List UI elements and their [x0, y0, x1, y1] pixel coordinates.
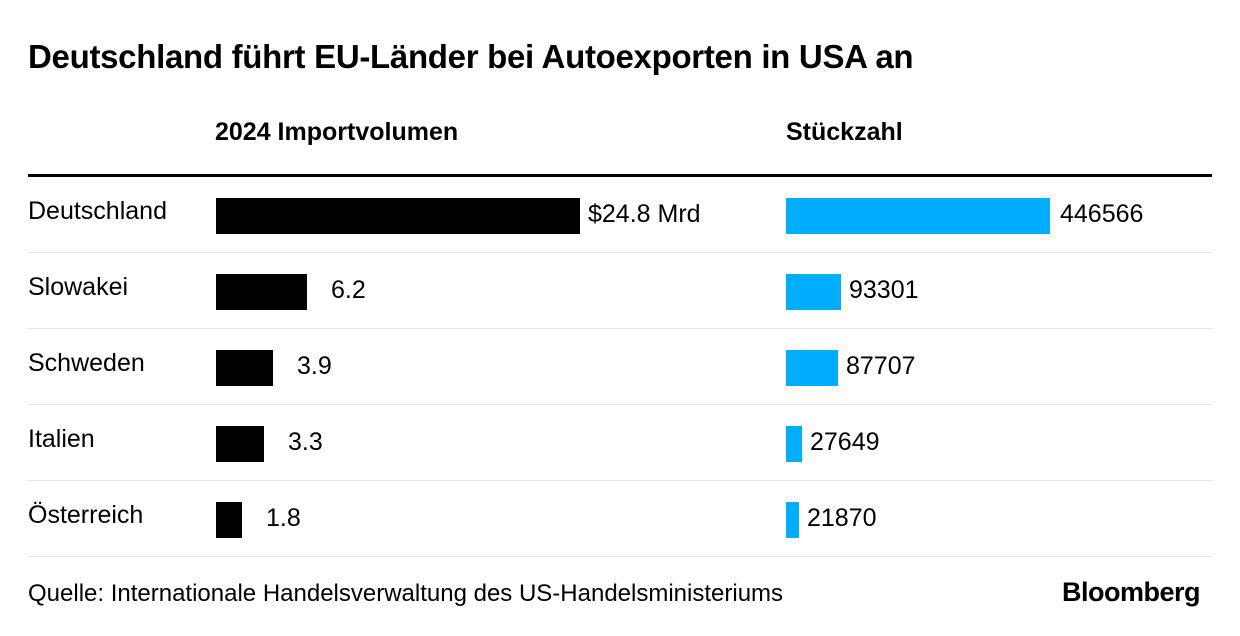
column-header-units: Stückzahl — [786, 118, 903, 146]
header-rule — [28, 174, 1212, 177]
units-bar — [786, 198, 1050, 234]
row-separator — [28, 556, 1212, 557]
country-label: Österreich — [28, 501, 144, 529]
row-separator — [28, 328, 1212, 329]
units-value: 27649 — [810, 428, 880, 456]
bloomberg-logo: Bloomberg — [1061, 577, 1201, 607]
units-value: 87707 — [846, 352, 916, 380]
country-label: Italien — [28, 425, 95, 453]
country-label: Deutschland — [28, 197, 167, 225]
units-bar — [786, 274, 841, 310]
import-volume-value: 3.3 — [288, 428, 323, 456]
source-note: Quelle: Internationale Handelsverwaltung… — [28, 580, 784, 607]
import-volume-bar — [216, 274, 307, 310]
import-volume-bar — [216, 198, 580, 234]
row-separator — [28, 252, 1212, 253]
import-volume-bar — [216, 350, 273, 386]
import-volume-value: 1.8 — [266, 504, 301, 532]
units-bar — [786, 426, 802, 462]
country-label: Slowakei — [28, 273, 129, 301]
units-value: 93301 — [849, 276, 919, 304]
units-value: 446566 — [1060, 200, 1144, 228]
units-value: 21870 — [807, 504, 877, 532]
import-volume-bar — [216, 502, 242, 538]
units-bar — [786, 502, 799, 538]
column-header-import-volume: 2024 Importvolumen — [215, 118, 459, 146]
row-separator — [28, 480, 1212, 481]
units-bar — [786, 350, 838, 386]
country-label: Schweden — [28, 349, 145, 377]
import-volume-bar — [216, 426, 264, 462]
chart-title: Deutschland führt EU-Länder bei Autoexpo… — [28, 38, 914, 75]
import-volume-value: $24.8 Mrd — [588, 200, 701, 228]
import-volume-value: 3.9 — [297, 352, 332, 380]
row-separator — [28, 404, 1212, 405]
import-volume-value: 6.2 — [331, 276, 366, 304]
